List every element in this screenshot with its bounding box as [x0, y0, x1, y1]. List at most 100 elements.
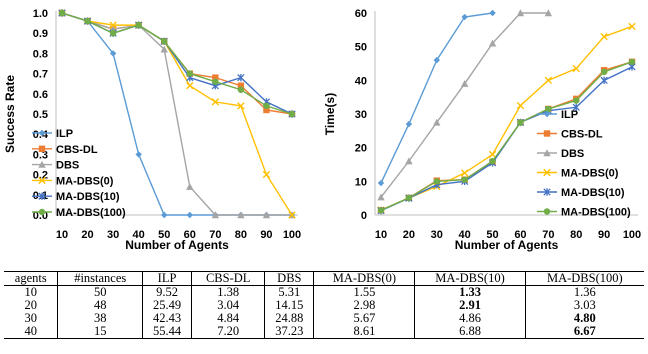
data-point — [489, 9, 496, 17]
data-point — [186, 211, 193, 219]
data-point — [405, 194, 413, 202]
legend-marker — [38, 176, 46, 185]
y-axis-title: Success Rate — [3, 75, 17, 153]
table-header-row: agents #instances ILP CBS-DL DBS MA-DBS(0) MA-… — [4, 271, 644, 286]
data-point — [58, 9, 66, 17]
data-point — [488, 150, 497, 159]
data-point — [545, 105, 552, 113]
data-point — [84, 17, 91, 25]
data-point — [263, 106, 270, 114]
legend-item: MA-DBS(0) — [32, 175, 114, 187]
data-point — [433, 178, 440, 185]
legend-label: MA-DBS(0) — [561, 168, 619, 180]
table-cell: 25.49 — [141, 299, 192, 312]
x-tick-label: 60 — [184, 229, 196, 241]
legend-item: DBS — [32, 160, 79, 172]
success-rate-chart: 0.00.10.20.30.40.50.60.70.80.91.010 20 30 4… — [3, 8, 301, 252]
series-ma-dbs-100 — [377, 58, 636, 214]
table-cell: 50 — [57, 285, 143, 299]
x-tick-label: 30 — [107, 229, 119, 241]
data-point — [516, 9, 525, 17]
legend-item: MA-DBS(100) — [537, 207, 631, 219]
legend-marker — [543, 110, 551, 118]
data-point — [237, 82, 245, 89]
data-point — [460, 169, 469, 177]
legend-marker — [38, 192, 46, 200]
data-point — [377, 179, 385, 187]
x-tick-label: 90 — [260, 229, 272, 241]
data-point — [161, 211, 168, 219]
legend-marker — [38, 208, 46, 216]
legend-item: MA-DBS(100) — [32, 207, 126, 219]
table-cell: 6.67 — [524, 325, 644, 339]
table-cell: 2.91 — [414, 299, 526, 312]
x-axis-title: Number of Agents — [455, 238, 559, 252]
y-tick-label: 50 — [355, 42, 367, 54]
legend-item: ILP — [537, 109, 578, 121]
data-point — [572, 103, 580, 111]
table-cell: 4.84 — [191, 312, 265, 325]
table-cell: 5.67 — [313, 312, 415, 325]
table-row: 20 48 25.49 3.04 14.15 2.98 2.91 3.03 — [4, 299, 644, 312]
table-cell: 37.23 — [264, 325, 314, 339]
data-point — [135, 21, 142, 29]
y-tick-label: 0.9 — [33, 28, 48, 40]
legend-item: MA-DBS(0) — [537, 168, 619, 180]
x-tick-label: 40 — [459, 229, 471, 241]
data-point — [212, 78, 219, 85]
table-row: 10 50 9.52 1.38 5.31 1.55 1.33 1.36 — [4, 285, 644, 299]
y-tick-label: 40 — [355, 75, 367, 87]
series-line — [380, 12, 493, 184]
x-tick-label: 10 — [375, 229, 387, 241]
data-point — [517, 119, 524, 126]
data-point — [237, 211, 245, 219]
column-header-dbs: DBS — [264, 271, 314, 286]
y-tick-label: 0.8 — [33, 48, 48, 60]
table-cell: 9.52 — [141, 285, 192, 299]
legend-marker — [543, 208, 551, 215]
data-point — [600, 68, 608, 76]
series-ilp — [377, 9, 496, 187]
x-tick-label: 100 — [623, 229, 641, 241]
x-tick-label: 80 — [235, 229, 247, 241]
legend-label: ILP — [56, 128, 73, 140]
y-tick-label: 1.0 — [33, 8, 48, 20]
legend-item: CBS-DL — [32, 144, 98, 156]
data-point — [461, 13, 468, 21]
legend-marker — [38, 160, 46, 168]
legend-marker — [543, 149, 551, 157]
data-point — [461, 176, 468, 183]
x-tick-label: 60 — [514, 229, 526, 241]
series-ma-dbs-0 — [377, 22, 636, 214]
table-cell: 4.86 — [414, 312, 526, 325]
table-cell: 2.98 — [313, 299, 415, 312]
column-header-ilp: ILP — [141, 271, 192, 286]
data-point — [433, 56, 440, 64]
x-tick-label: 90 — [598, 229, 610, 241]
column-header-agents: agents — [14, 271, 47, 285]
y-tick-label: 0.6 — [33, 89, 48, 101]
data-point — [109, 50, 117, 57]
data-point — [489, 157, 496, 165]
table-row: 30 38 42.43 4.84 24.88 5.67 4.86 4.80 — [4, 312, 644, 325]
legend-item: DBS — [537, 148, 584, 160]
series-line — [380, 61, 633, 211]
data-point — [460, 80, 469, 87]
table-cell: 48 — [57, 299, 143, 312]
table-body: 10 50 9.52 1.38 5.31 1.55 1.33 1.36 20 48 25.49 3.0… — [4, 285, 644, 339]
x-tick-label: 70 — [209, 229, 221, 241]
y-tick-label: 30 — [355, 109, 367, 121]
series-line — [61, 12, 293, 115]
data-point — [600, 76, 608, 85]
data-point — [628, 58, 636, 66]
column-header-ma-dbs-100: MA-DBS(100) — [524, 271, 644, 286]
legend-label: CBS-DL — [56, 144, 98, 156]
data-point — [405, 120, 413, 128]
x-tick-label: 10 — [56, 229, 68, 241]
table-cell: 55.44 — [141, 325, 192, 339]
table-cell: 6.88 — [414, 325, 526, 339]
data-point — [377, 193, 385, 201]
table-cell: 1.38 — [191, 285, 265, 299]
data-point — [135, 151, 142, 158]
x-axis-title: Number of Agents — [125, 238, 229, 252]
